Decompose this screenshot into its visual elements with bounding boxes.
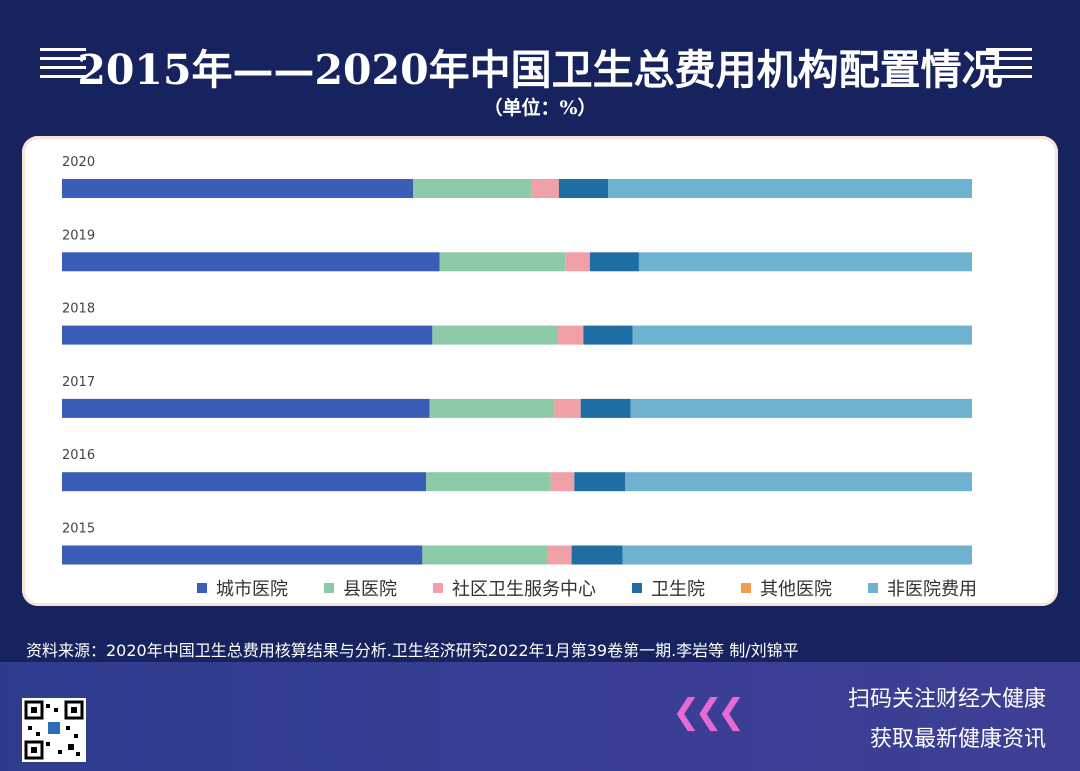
bar-segment xyxy=(62,545,423,565)
bar-segment xyxy=(422,545,548,565)
legend-swatch xyxy=(741,583,751,593)
bar-segment xyxy=(571,545,623,565)
footer-cta: 扫码关注财经大健康 获取最新健康资讯 xyxy=(848,680,1046,760)
bar-segment xyxy=(531,179,559,198)
category-label: 2020 xyxy=(62,155,95,170)
chart-card: 2020 2019 2018 2017 2016 2015 xyxy=(22,136,1058,606)
category-label: 2018 xyxy=(62,302,95,317)
legend-label: 非医院费用 xyxy=(887,579,977,600)
category-label: 2016 xyxy=(62,448,95,463)
bar-segment xyxy=(632,325,972,345)
bar-segment xyxy=(580,398,631,418)
bar-segment xyxy=(565,252,590,272)
bar-segment xyxy=(574,472,626,492)
bar-segment xyxy=(426,472,551,492)
legend-label: 县医院 xyxy=(343,579,397,600)
bar-segment xyxy=(583,325,633,345)
bar-segment xyxy=(62,325,433,345)
legend-item: 社区卫生服务中心 xyxy=(433,575,596,601)
category-label: 2015 xyxy=(62,522,95,537)
bar-segment xyxy=(630,398,972,418)
chart-unit: （单位：%） xyxy=(483,97,597,119)
legend-label: 社区卫生服务中心 xyxy=(452,579,596,600)
bar-segment xyxy=(550,472,575,492)
bar-segment xyxy=(432,325,558,345)
bar-segment xyxy=(558,179,608,198)
category-label: 2017 xyxy=(62,375,95,390)
chart-title: 2015年——2020年中国卫生总费用机构配置情况 xyxy=(77,46,1003,94)
bar-segment xyxy=(62,179,414,198)
chevron-left-arrows-icon: ❮❮❮ xyxy=(672,692,746,732)
data-source: 资料来源：2020年中国卫生总费用核算结果与分析.卫生经济研究2022年1月第3… xyxy=(26,641,799,660)
legend-swatch xyxy=(868,583,878,593)
legend-item: 卫生院 xyxy=(632,575,705,601)
bar-segment xyxy=(439,252,566,272)
legend-swatch xyxy=(197,583,207,593)
category-label: 2019 xyxy=(62,228,95,243)
bar-segment xyxy=(413,179,532,198)
bar-segment xyxy=(622,545,972,565)
cta-line-1: 扫码关注财经大健康 xyxy=(847,687,1046,712)
chart-legend: 城市医院 县医院 社区卫生服务中心 卫生院 其他医院 非医院费用 xyxy=(197,575,1013,601)
legend-swatch xyxy=(433,583,443,593)
legend-label: 其他医院 xyxy=(760,579,832,600)
legend-label: 城市医院 xyxy=(216,579,288,600)
stacked-bar-chart: 2020 2019 2018 2017 2016 2015 xyxy=(62,155,972,565)
legend-swatch xyxy=(632,583,642,593)
legend-item: 县医院 xyxy=(324,575,397,601)
bar-segment xyxy=(429,398,555,418)
footer-banner xyxy=(0,662,1080,771)
bar-segment xyxy=(62,252,440,272)
bar-segment xyxy=(608,179,972,198)
legend-item: 城市医院 xyxy=(197,575,288,601)
qr-code-icon[interactable] xyxy=(22,698,86,762)
bar-segment xyxy=(62,398,430,418)
bar-segment xyxy=(638,252,972,272)
bar-segment xyxy=(625,472,972,492)
legend-item: 其他医院 xyxy=(741,575,832,601)
bar-segment xyxy=(554,398,581,418)
title-lines-icon xyxy=(986,48,1032,84)
bar-segment xyxy=(547,545,572,565)
cta-line-2: 获取最新健康资讯 xyxy=(869,727,1046,752)
bar-segment xyxy=(62,472,426,492)
bar-segment xyxy=(557,325,584,345)
legend-label: 卫生院 xyxy=(651,579,705,600)
title-lines-icon xyxy=(40,48,86,84)
bar-segment xyxy=(589,252,639,272)
legend-swatch xyxy=(324,583,334,593)
legend-item: 非医院费用 xyxy=(868,575,977,601)
